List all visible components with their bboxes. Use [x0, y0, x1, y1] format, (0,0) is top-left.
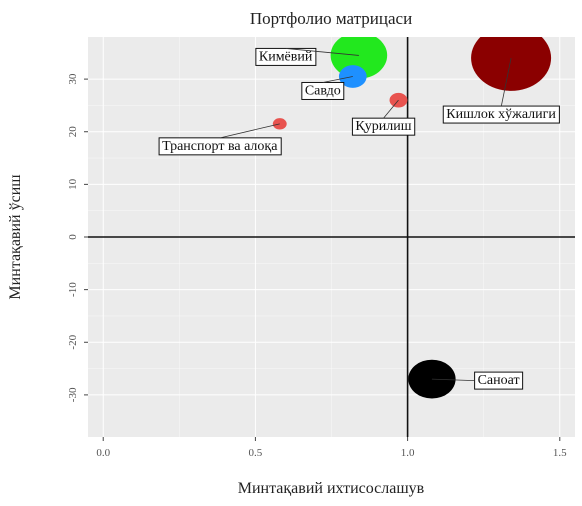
x-tick-label: 1.0 [401, 447, 415, 459]
bubble-label: Кимёвий [255, 47, 359, 66]
y-tick-label: 0 [67, 234, 79, 240]
bubble-label-text: Саноат [478, 373, 520, 388]
chart-title: Портфолио матрицаси [250, 9, 412, 28]
bubble-label: Саноат [431, 371, 524, 390]
y-tick-label: 20 [67, 126, 79, 138]
label-leader-line [285, 48, 359, 56]
label-leader-line [431, 378, 475, 382]
bubble-label: Савдо [301, 76, 353, 100]
bubble-label-text: Транспорт ва алоқа [162, 139, 278, 154]
x-tick-label: 0.0 [96, 447, 110, 459]
y-tick-label: 10 [67, 178, 79, 190]
y-tick-label: 30 [67, 73, 79, 85]
x-tick-label: 1.5 [553, 447, 567, 459]
y-tick-label: -10 [67, 282, 79, 297]
y-tick-label: -20 [67, 334, 79, 349]
bubble-labels: Кишлок хўжалиги Кимёвий Савдо Қурилиш Трансп… [158, 47, 560, 390]
axis-ticks: 0.0 0.5 1.0 1.5 -30 -20 -10 0 10 20 30 [67, 73, 567, 459]
label-leader-line [383, 99, 399, 119]
bubble-label: Кишлок хўжалиги [442, 57, 560, 124]
bubble-label-text: Кимёвий [259, 49, 313, 64]
label-leader-line [322, 76, 353, 83]
y-tick-label: -30 [67, 387, 79, 402]
reference-lines [88, 37, 575, 437]
label-leader-line [220, 123, 280, 139]
x-tick-label: 0.5 [249, 447, 263, 459]
bubble-point [471, 37, 552, 91]
bubble-label-text: Қурилиш [355, 119, 411, 134]
bubble-label-text: Савдо [305, 83, 341, 98]
x-axis-label: Минтақавий ихтисослашув [238, 480, 425, 497]
label-leader-line [500, 57, 512, 107]
bubble-label: Қурилиш [351, 99, 416, 136]
bubble-label: Транспорт ва алоқа [158, 123, 282, 156]
bubble-label-text: Кишлок хўжалиги [446, 107, 556, 122]
y-axis-label: Минтақавий ўсиш [7, 174, 24, 300]
bubble-point [272, 118, 287, 130]
